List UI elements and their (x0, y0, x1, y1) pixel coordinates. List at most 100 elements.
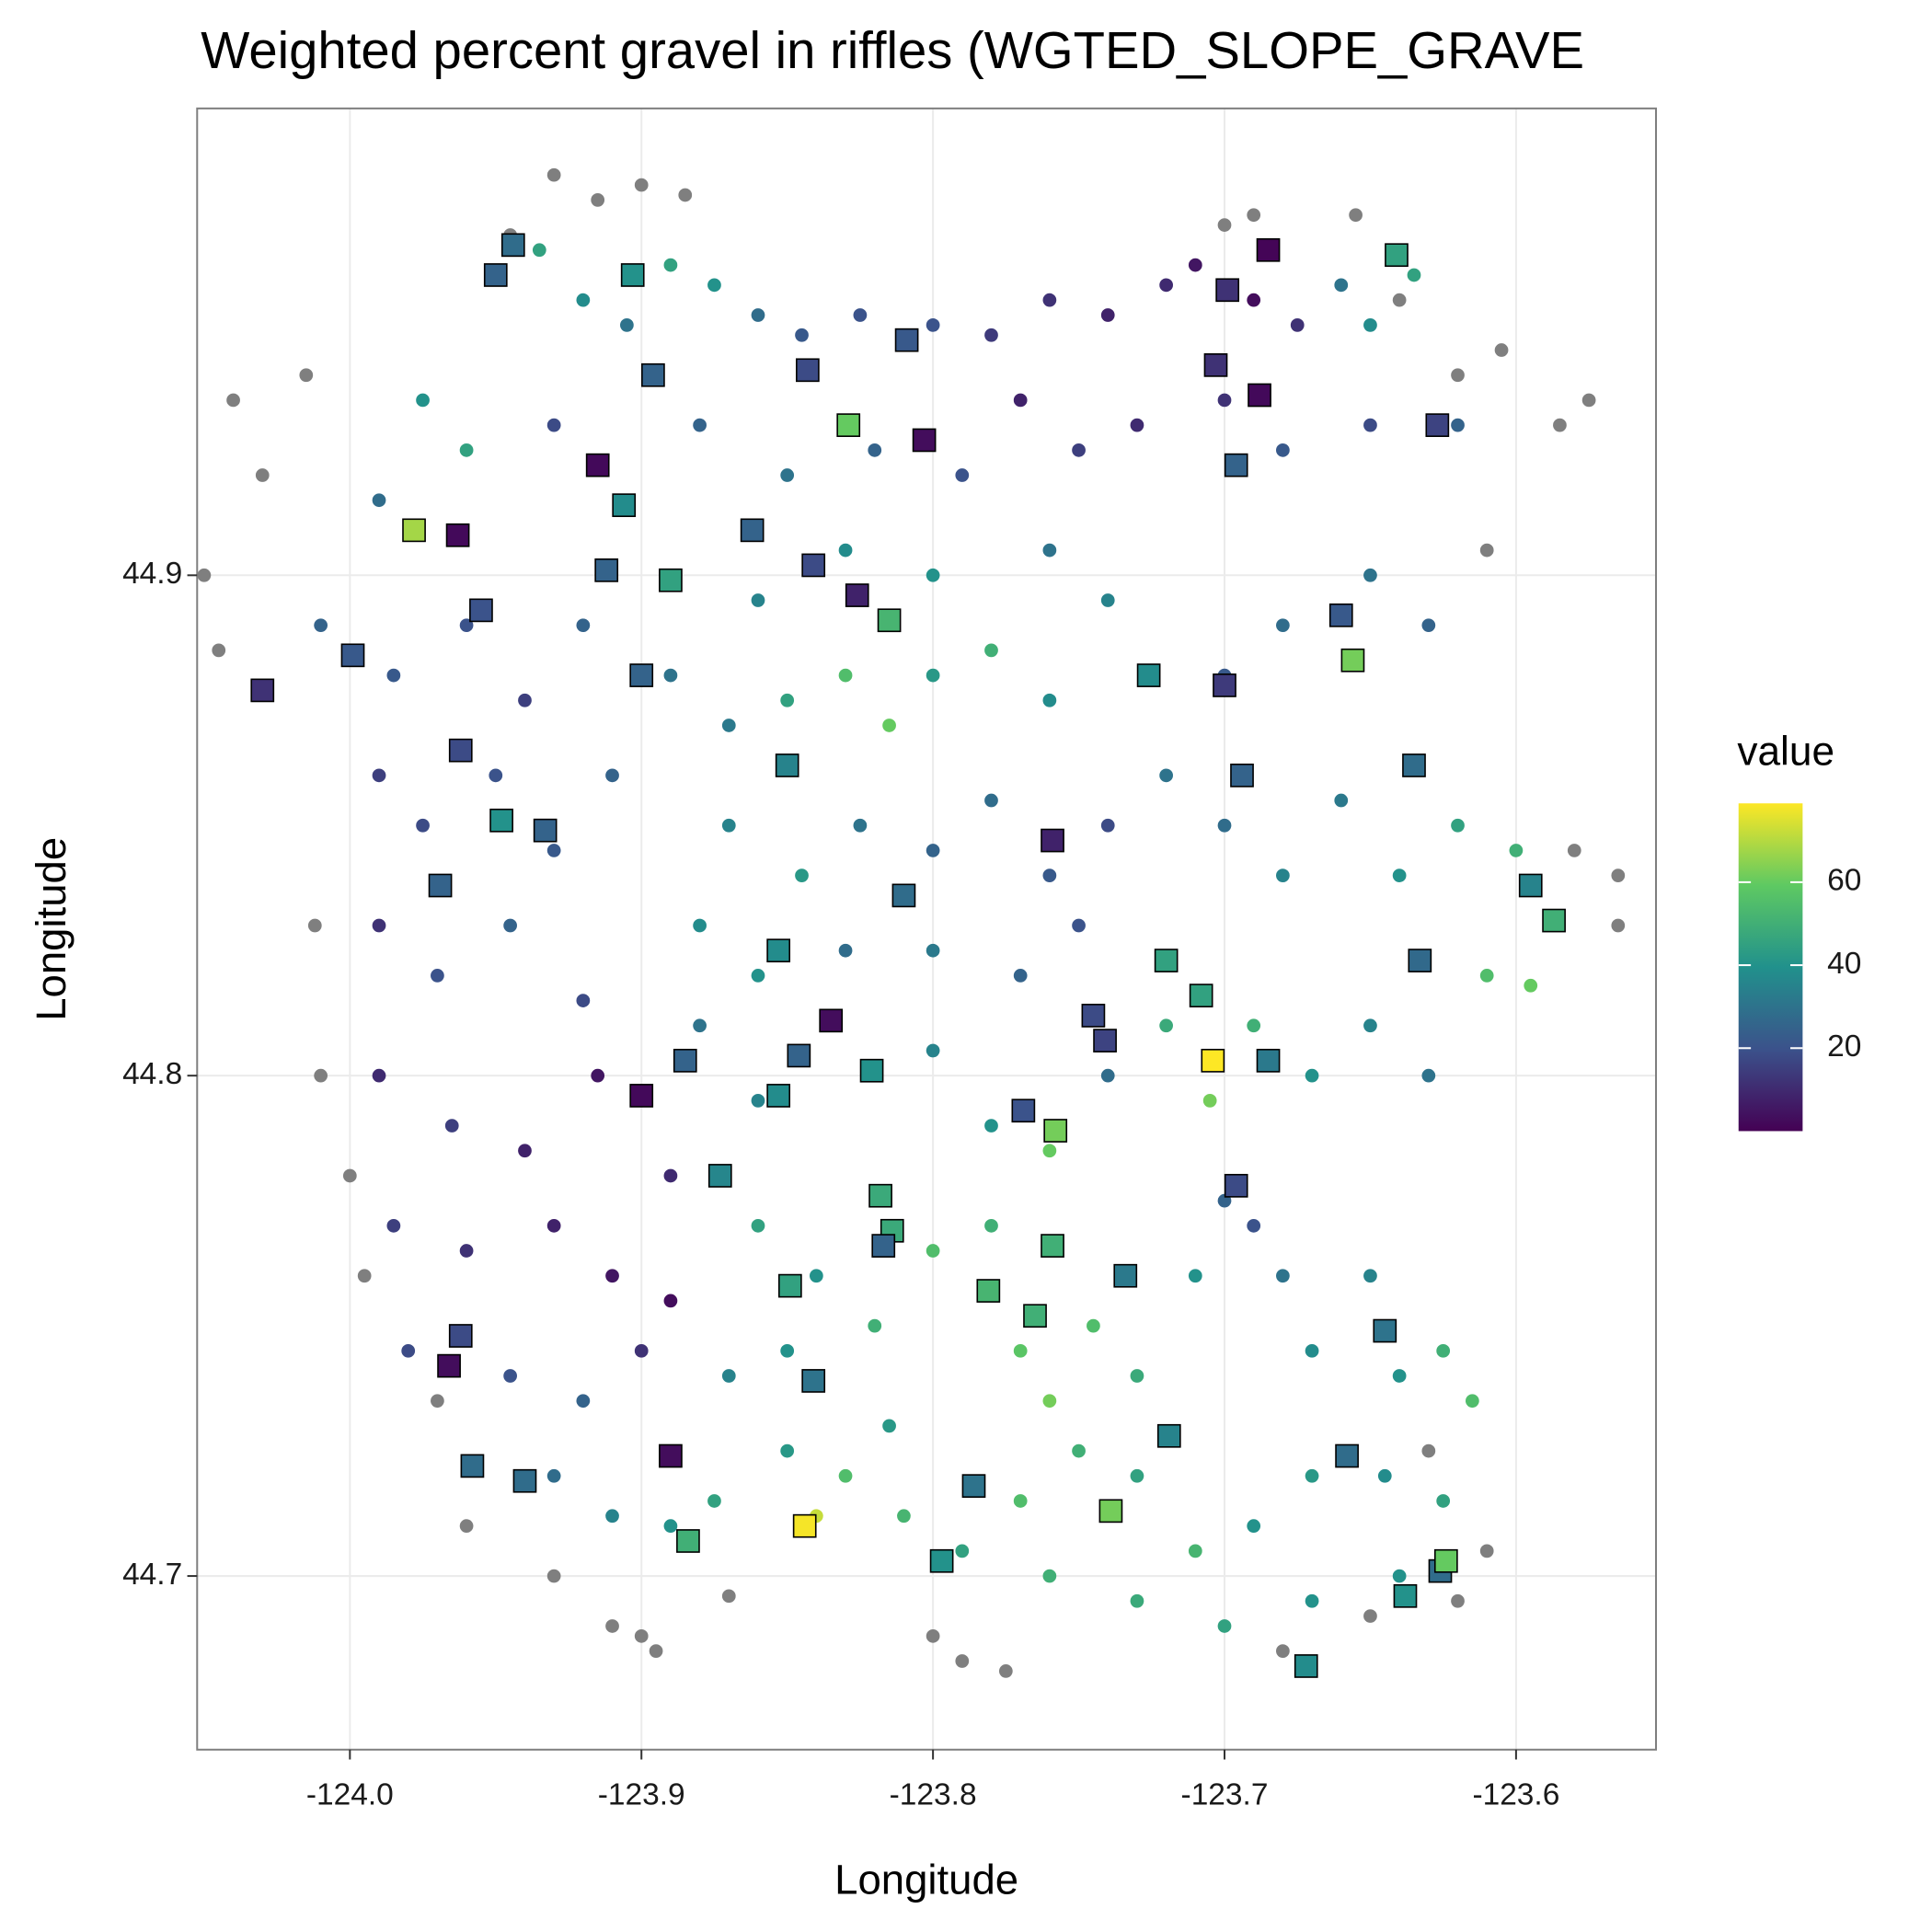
prediction-point (431, 969, 444, 983)
prediction-point (882, 1419, 896, 1433)
prediction-point (838, 668, 853, 683)
site-square (1203, 353, 1228, 377)
prediction-point (1392, 1569, 1407, 1583)
site-square (894, 328, 919, 352)
site-square (1113, 1263, 1138, 1288)
site-square (448, 738, 473, 763)
site-square (891, 883, 916, 908)
prediction-point (707, 1494, 721, 1508)
site-square (787, 1043, 811, 1068)
prediction-point (314, 618, 328, 633)
site-square (1328, 603, 1353, 627)
site-square (912, 428, 937, 453)
prediction-point (1451, 1593, 1465, 1608)
site-square (792, 1513, 817, 1538)
prediction-point (1421, 1068, 1436, 1083)
prediction-point (955, 1544, 970, 1558)
prediction-point (1465, 1394, 1479, 1409)
prediction-point (546, 1468, 561, 1483)
site-square (1041, 1234, 1064, 1258)
prediction-point (1305, 1468, 1319, 1483)
site-square (1154, 949, 1179, 972)
prediction-point (1494, 343, 1509, 357)
site-square (1425, 413, 1450, 437)
prediction-point (853, 818, 868, 833)
prediction-point (663, 258, 678, 272)
prediction-point (1042, 868, 1057, 882)
site-square (1189, 983, 1213, 1008)
prediction-point (795, 328, 809, 342)
prediction-point (1217, 218, 1232, 232)
prediction-point (591, 1068, 605, 1083)
prediction-point (1188, 1544, 1202, 1558)
prediction-point (518, 1144, 532, 1158)
prediction-point (605, 1509, 619, 1524)
prediction-point (314, 1068, 328, 1083)
prediction-point (1305, 1343, 1319, 1358)
prediction-point (1509, 844, 1524, 857)
prediction-point (546, 844, 561, 857)
prediction-point (1334, 793, 1349, 808)
prediction-point (1377, 1468, 1392, 1483)
site-square (428, 873, 453, 898)
prediction-point (1524, 978, 1538, 993)
prediction-point (1217, 1619, 1232, 1633)
prediction-point (1100, 593, 1115, 607)
prediction-point (546, 1569, 561, 1583)
prediction-point (1611, 918, 1626, 933)
site-square (740, 518, 765, 543)
prediction-point (663, 1168, 678, 1183)
site-square (1041, 828, 1064, 853)
prediction-point (868, 1318, 882, 1333)
prediction-point (459, 1244, 474, 1258)
prediction-point (634, 178, 649, 192)
site-square (961, 1474, 986, 1499)
prediction-point (984, 1119, 998, 1133)
site-square (250, 678, 275, 703)
site-square (659, 1443, 683, 1468)
site-square (1224, 1173, 1248, 1198)
prediction-point (1202, 1094, 1217, 1108)
x-tick-label: -123.8 (890, 1778, 977, 1812)
site-square (1093, 1029, 1117, 1052)
prediction-point (984, 793, 998, 808)
prediction-point (926, 1628, 940, 1643)
prediction-point (1451, 418, 1465, 432)
prediction-point (1334, 278, 1349, 293)
prediction-point (926, 568, 940, 582)
prediction-point (255, 468, 270, 482)
y-tick-label: 44.7 (122, 1558, 182, 1592)
prediction-point (1392, 1369, 1407, 1383)
prediction-point (546, 1218, 561, 1233)
prediction-point (342, 1168, 357, 1183)
site-square (629, 1084, 654, 1108)
x-tick-label: -124.0 (306, 1778, 394, 1812)
site-square (1215, 278, 1240, 303)
colorbar (1738, 803, 1803, 1132)
prediction-point (1553, 418, 1567, 432)
prediction-point (984, 643, 998, 658)
prediction-point (1421, 618, 1436, 633)
prediction-point (751, 308, 765, 322)
prediction-point (1100, 818, 1115, 833)
prediction-point (1042, 543, 1057, 558)
site-square (845, 583, 869, 607)
prediction-point (1130, 418, 1144, 432)
prediction-point (1611, 868, 1626, 882)
prediction-point (693, 1018, 707, 1033)
prediction-point (576, 1394, 591, 1409)
prediction-point (721, 1369, 736, 1383)
site-square (836, 413, 861, 437)
site-square (1098, 1499, 1123, 1524)
prediction-point (1290, 317, 1305, 332)
site-square (1408, 949, 1432, 972)
site-square (340, 643, 365, 668)
prediction-point (212, 643, 226, 658)
site-square (1385, 243, 1409, 268)
prediction-point (838, 1468, 853, 1483)
prediction-point (386, 668, 401, 683)
prediction-point (1013, 1494, 1028, 1508)
prediction-point (605, 768, 619, 783)
prediction-point (721, 818, 736, 833)
